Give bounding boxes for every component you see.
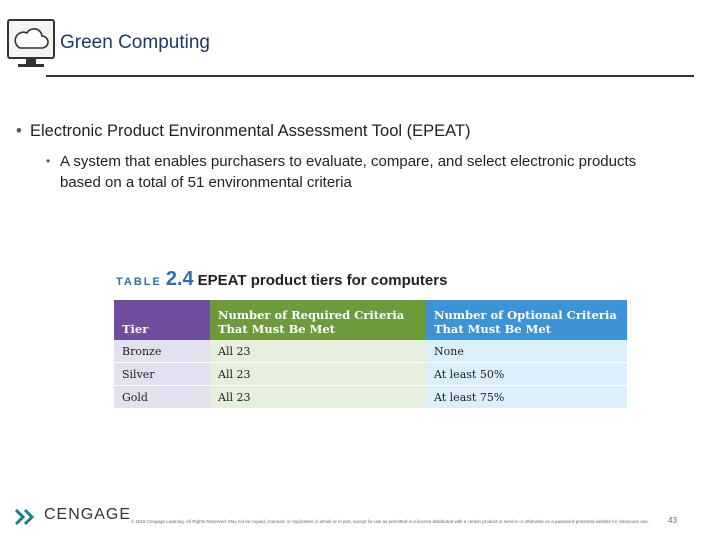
column-header: Tier: [114, 300, 210, 340]
table-cell: All 23: [210, 340, 426, 363]
table-caption-text: EPEAT product tiers for computers: [197, 272, 448, 289]
page-number: 43: [668, 516, 677, 525]
table-cell: All 23: [210, 385, 426, 409]
column-header: Number of Required Criteria That Must Be…: [210, 300, 426, 340]
monitor-icon: [7, 19, 55, 67]
sub-bullet-text: A system that enables purchasers to eval…: [60, 153, 637, 191]
table-caption: TABLE 2.4 EPEAT product tiers for computer…: [116, 268, 447, 291]
table-row: Bronze All 23 None: [114, 340, 627, 363]
bullet: • Electronic Product Environmental Assess…: [16, 122, 471, 140]
title-rule: [46, 75, 694, 77]
logo-icon: [14, 508, 35, 526]
table-number: 2.4: [165, 268, 194, 290]
column-header: Number of Optional Criteria That Must Be…: [426, 300, 627, 340]
table-label: TABLE: [116, 276, 162, 288]
slide-title: Green Computing: [60, 32, 210, 53]
table-cell: Bronze: [114, 340, 210, 363]
table-row: Gold All 23 At least 75%: [114, 385, 627, 409]
table-cell: At least 50%: [426, 362, 627, 386]
table-cell: At least 75%: [426, 385, 627, 409]
table-cell: All 23: [210, 362, 426, 386]
footer-logo: CENGAGE: [44, 506, 132, 523]
header-row: Tier Number of Required Criteria That Mu…: [114, 300, 627, 340]
table-cell: Silver: [114, 362, 210, 386]
table-cell: None: [426, 340, 627, 363]
sub-bullet: • A system that enables purchasers to eva…: [46, 153, 637, 191]
copyright: © 2018 Cengage Learning. All Rights Rese…: [130, 519, 650, 524]
table-row: Silver All 23 At least 50%: [114, 362, 627, 386]
table-cell: Gold: [114, 385, 210, 409]
bullet-text: Electronic Product Environmental Assessm…: [30, 122, 471, 140]
table-body: Bronze All 23 None Silver All 23 At least 50%…: [114, 340, 627, 409]
table: Tier Number of Required Criteria That Mu…: [114, 300, 627, 409]
